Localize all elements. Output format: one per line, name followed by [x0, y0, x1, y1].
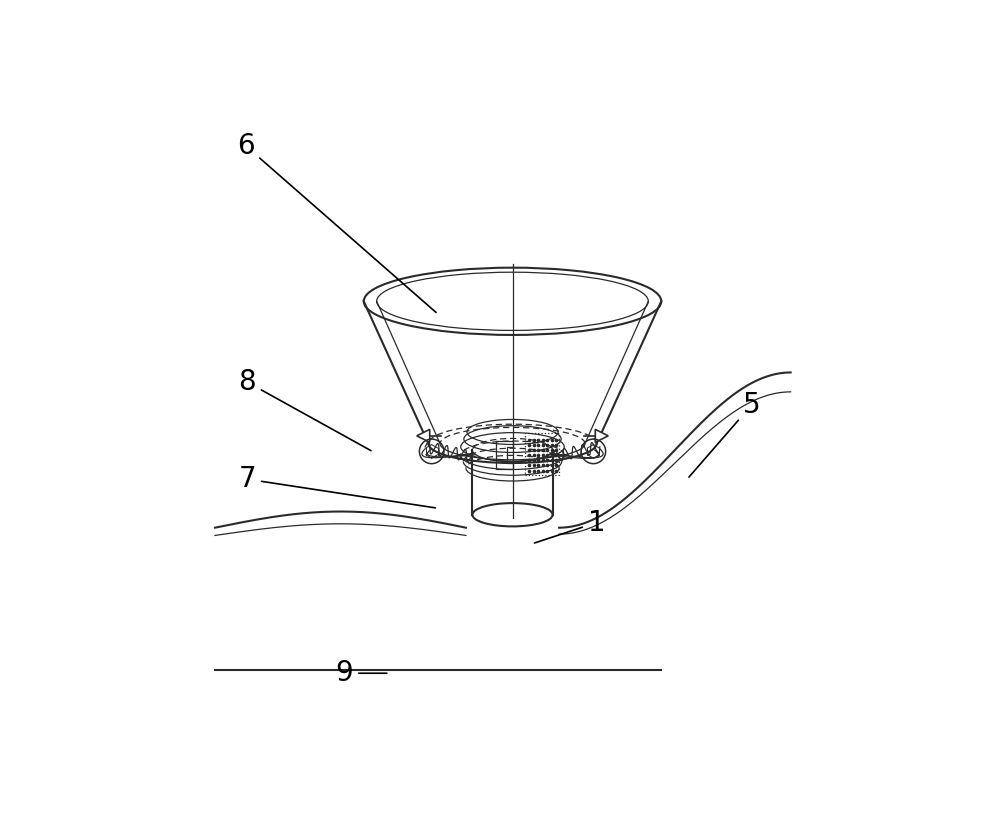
Text: 5: 5 [689, 391, 761, 477]
Text: 7: 7 [238, 465, 435, 508]
Polygon shape [595, 429, 608, 443]
Polygon shape [417, 429, 430, 443]
Text: 9: 9 [335, 659, 387, 687]
Bar [525, 433, 559, 475]
Text: 8: 8 [238, 368, 371, 451]
Text: 1: 1 [535, 508, 605, 543]
Text: 6: 6 [237, 132, 436, 312]
